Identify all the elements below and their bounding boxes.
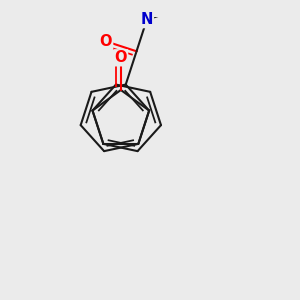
Text: N: N: [141, 12, 153, 27]
Text: O: O: [100, 34, 112, 49]
Text: O: O: [115, 50, 127, 65]
